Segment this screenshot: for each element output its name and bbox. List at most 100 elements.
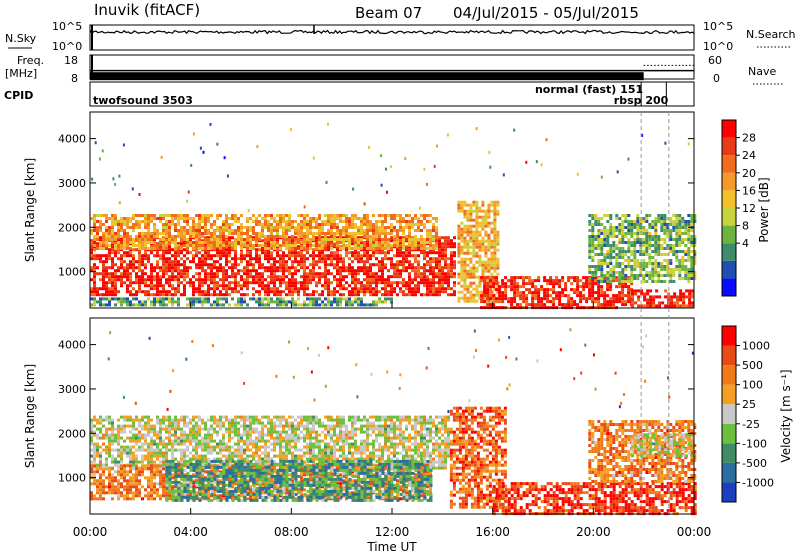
range-cell: [156, 297, 159, 301]
range-cell: [402, 278, 405, 282]
range-cell: [315, 297, 318, 301]
range-cell: [150, 454, 153, 458]
range-cell: [447, 266, 450, 270]
range-cell: [402, 244, 405, 247]
range-cell: [390, 214, 393, 217]
range-cell: [666, 229, 670, 232]
range-cell: [258, 284, 261, 288]
range-cell: [186, 445, 189, 449]
range-cell: [195, 229, 198, 232]
range-cell: [180, 460, 183, 464]
range-cell: [312, 248, 315, 252]
range-cell: [669, 244, 673, 247]
range-cell: [399, 263, 402, 267]
range-cell: [306, 266, 309, 270]
range-cell: [378, 275, 381, 279]
range-cell: [463, 245, 467, 249]
range-cell: [363, 269, 366, 273]
range-cell: [472, 299, 476, 303]
range-cell: [363, 235, 366, 238]
range-cell: [96, 220, 99, 223]
range-cell: [162, 418, 165, 422]
range-cell: [165, 445, 168, 449]
range-cell: [207, 257, 210, 261]
range-cell: [417, 287, 420, 291]
range-cell: [309, 232, 312, 235]
range-cell: [174, 424, 177, 428]
range-cell: [444, 266, 447, 270]
range-cell: [381, 232, 384, 235]
range-cell: [240, 260, 243, 264]
range-cell: [469, 290, 473, 294]
range-cell: [609, 300, 613, 304]
range-cell: [192, 287, 195, 291]
range-cell: [150, 303, 153, 307]
range-cell: [195, 266, 198, 270]
range-cell: [207, 284, 210, 288]
range-cell: [138, 244, 141, 247]
range-cell: [597, 217, 601, 220]
range-cell: [90, 442, 93, 446]
range-cell: [126, 244, 129, 247]
range-cell: [279, 284, 282, 288]
range-cell: [469, 224, 473, 228]
range-cell: [162, 232, 165, 235]
range-cell: [667, 292, 671, 296]
range-cell: [411, 217, 414, 220]
range-cell: [627, 229, 631, 232]
range-cell: [348, 293, 351, 297]
range-cell: [348, 226, 351, 229]
range-cell: [162, 303, 165, 307]
range-cell: [475, 230, 479, 234]
range-cell: [450, 266, 453, 270]
range-cell: [381, 260, 384, 264]
range-cell: [366, 257, 369, 261]
range-cell: [141, 281, 144, 285]
range-cell: [108, 303, 111, 307]
range-cell: [147, 260, 150, 264]
range-cell: [555, 291, 559, 295]
range-cell: [93, 229, 96, 232]
range-cell: [150, 278, 153, 282]
range-cell: [129, 272, 132, 276]
range-cell: [132, 281, 135, 285]
range-cell: [372, 214, 375, 217]
range-cell: [231, 287, 234, 291]
range-cell: [93, 445, 96, 449]
range-cell: [144, 421, 147, 425]
range-cell: [321, 229, 324, 232]
range-cell: [165, 297, 168, 301]
range-cell: [360, 290, 363, 294]
range-cell: [168, 269, 171, 273]
range-cell: [399, 217, 402, 220]
range-cell: [612, 268, 616, 271]
range-cell: [627, 241, 631, 244]
range-cell: [156, 247, 159, 250]
range-cell: [475, 127, 478, 131]
range-cell: [641, 133, 644, 137]
range-cell: [153, 254, 156, 258]
range-cell: [615, 217, 619, 220]
range-cell: [472, 254, 476, 258]
range-cell: [469, 245, 473, 249]
range-cell: [457, 272, 461, 276]
range-cell: [291, 278, 294, 282]
range-cell: [303, 257, 306, 261]
range-cell: [123, 272, 126, 276]
range-cell: [141, 454, 144, 458]
range-cell: [675, 238, 679, 241]
range-cell: [90, 418, 93, 422]
range-cell: [481, 200, 485, 204]
range-cell: [621, 256, 625, 259]
range-cell: [240, 229, 243, 232]
range-cell: [666, 274, 670, 277]
range-cell: [681, 277, 685, 280]
range-cell: [111, 281, 114, 285]
range-cell: [603, 300, 607, 304]
range-cell: [201, 269, 204, 273]
range-cell: [168, 436, 171, 440]
range-cell: [345, 223, 348, 226]
range-cell: [576, 172, 579, 176]
freq-panel: Freq. [MHz] 18 8 60 0 Nave: [5, 54, 783, 85]
range-cell: [478, 233, 482, 237]
